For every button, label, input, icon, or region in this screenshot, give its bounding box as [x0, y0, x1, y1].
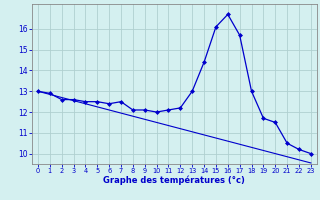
- X-axis label: Graphe des températures (°c): Graphe des températures (°c): [103, 176, 245, 185]
